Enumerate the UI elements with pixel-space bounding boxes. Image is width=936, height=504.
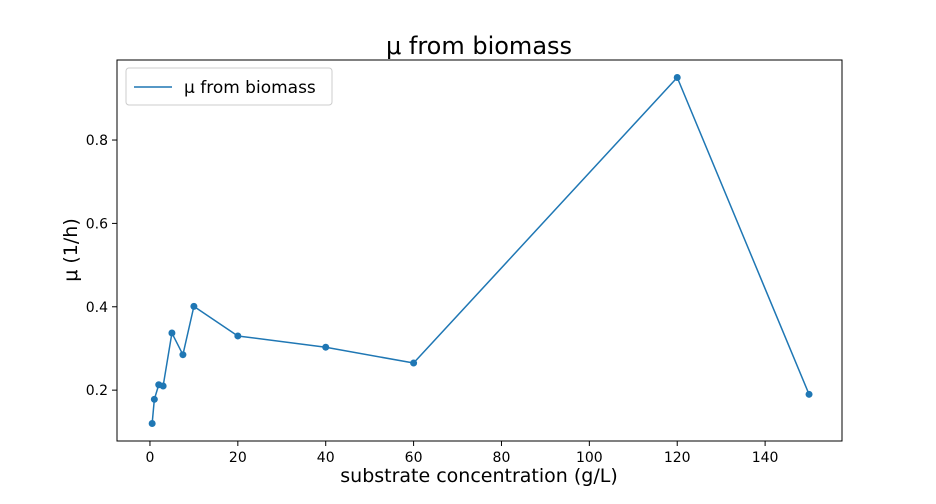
data-point bbox=[673, 74, 681, 82]
legend-label: μ from biomass bbox=[184, 78, 316, 98]
data-point bbox=[805, 390, 813, 398]
legend: μ from biomass bbox=[125, 67, 333, 106]
data-point bbox=[322, 343, 330, 351]
x-axis-label: substrate concentration (g/L) bbox=[340, 465, 618, 487]
data-point bbox=[190, 302, 198, 310]
plot-area bbox=[116, 59, 843, 442]
chart-title: μ from biomass bbox=[386, 32, 572, 60]
y-tick-label: 0.8 bbox=[86, 133, 108, 149]
series-layer bbox=[148, 74, 813, 427]
data-point bbox=[148, 419, 156, 427]
x-axis-ticks: 0 20 40 60 80 100 120 140 bbox=[145, 441, 778, 466]
data-point bbox=[234, 332, 242, 340]
x-tick-label: 100 bbox=[576, 450, 603, 466]
y-tick-label: 0.2 bbox=[86, 383, 108, 399]
y-tick-label: 0.6 bbox=[86, 216, 108, 232]
data-point bbox=[150, 395, 158, 403]
x-tick-label: 60 bbox=[405, 450, 423, 466]
y-axis-label: μ (1/h) bbox=[60, 218, 82, 282]
x-tick-label: 0 bbox=[145, 450, 154, 466]
y-axis-ticks: 0.2 0.4 0.6 0.8 bbox=[86, 133, 117, 399]
x-tick-label: 20 bbox=[229, 450, 247, 466]
x-tick-label: 120 bbox=[664, 450, 691, 466]
data-point bbox=[179, 351, 187, 359]
x-tick-label: 140 bbox=[752, 450, 779, 466]
x-tick-label: 80 bbox=[493, 450, 511, 466]
data-point bbox=[159, 382, 167, 390]
x-tick-label: 40 bbox=[317, 450, 335, 466]
data-point bbox=[168, 329, 176, 337]
axes-frame bbox=[116, 59, 843, 442]
y-tick-label: 0.4 bbox=[86, 300, 108, 316]
legend-box bbox=[125, 67, 333, 106]
data-point bbox=[410, 359, 418, 367]
